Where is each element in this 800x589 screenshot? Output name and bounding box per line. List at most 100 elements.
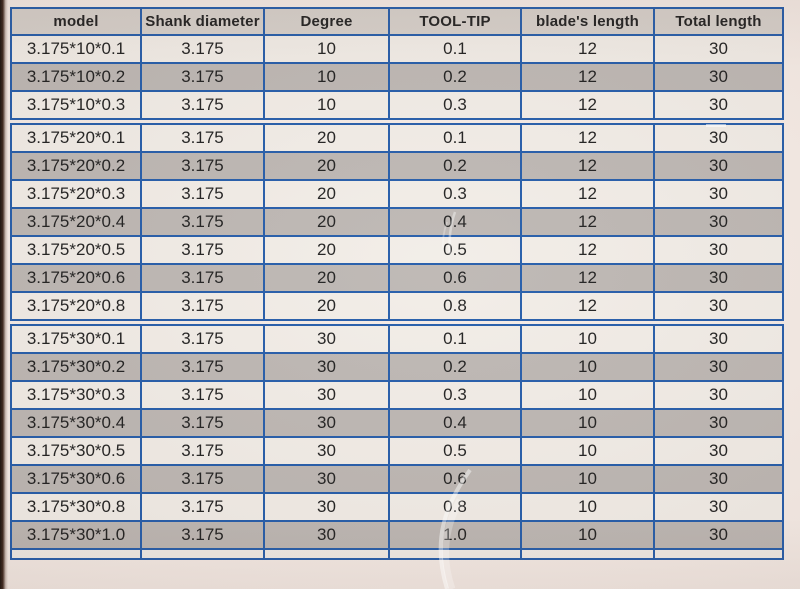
table-row: 3.175*20*0.3 3.175 20 0.3 12 30 [10, 179, 784, 209]
table-cell: 20 [263, 123, 390, 153]
table-cell: 3.175*30*0.6 [10, 464, 142, 494]
table-group-degree-30: 3.175*30*0.1 3.175 30 0.1 10 30 3.175*30*0.2 3.… [10, 324, 784, 560]
table-cell: 10 [520, 520, 655, 550]
table-cell: 30 [653, 34, 784, 64]
table-cell: 3.175 [140, 263, 265, 293]
table-cell: 3.175 [140, 34, 265, 64]
table-cell: 1.0 [388, 520, 522, 550]
table-cell: 3.175 [140, 291, 265, 321]
table-cell: 30 [263, 436, 390, 466]
table-cell: 10 [263, 34, 390, 64]
table-cell: 3.175 [140, 352, 265, 382]
table-cell: 0.4 [388, 207, 522, 237]
table-cell: 3.175*20*0.2 [10, 151, 142, 181]
table-cell: 30 [263, 464, 390, 494]
table-cell: 10 [520, 436, 655, 466]
table-cell: 3.175*10*0.3 [10, 90, 142, 120]
table-cell: 10 [520, 352, 655, 382]
table-cell: 0.6 [388, 464, 522, 494]
table-cell: 12 [520, 263, 655, 293]
table-cell: 12 [520, 179, 655, 209]
table-cell: 12 [520, 123, 655, 153]
table-row: 3.175*30*0.5 3.175 30 0.5 10 30 [10, 436, 784, 466]
table-cell [388, 548, 522, 560]
table-cell: 0.3 [388, 90, 522, 120]
table-cell: 10 [520, 464, 655, 494]
table-row: 3.175*30*0.6 3.175 30 0.6 10 30 [10, 464, 784, 494]
table-cell: 3.175 [140, 492, 265, 522]
table-cell: 30 [653, 90, 784, 120]
table-cell: 30 [653, 464, 784, 494]
table-body-degree-10: 3.175*10*0.1 3.175 10 0.1 12 30 3.175*10*0.2 3.… [10, 34, 784, 120]
table-cell: 0.8 [388, 291, 522, 321]
table-cell: 3.175 [140, 408, 265, 438]
table-cell: 3.175*20*0.1 [10, 123, 142, 153]
table-cell: 10 [520, 380, 655, 410]
table-cell: 0.1 [388, 123, 522, 153]
table-cell: 30 [653, 352, 784, 382]
table-cell: 3.175*10*0.1 [10, 34, 142, 64]
header-tool-tip: TOOL-TIP [388, 7, 522, 36]
table-cell: 3.175 [140, 520, 265, 550]
left-edge-shadow [0, 0, 8, 589]
table-cell: 0.2 [388, 151, 522, 181]
table-row: 3.175*30*0.1 3.175 30 0.1 10 30 [10, 324, 784, 354]
table-cell: 20 [263, 235, 390, 265]
table-cell: 12 [520, 151, 655, 181]
table-cell: 30 [653, 62, 784, 92]
table-cell: 0.1 [388, 34, 522, 64]
table-cell: 30 [653, 291, 784, 321]
table-cell: 3.175 [140, 436, 265, 466]
table-cell [653, 548, 784, 560]
table-cell: 3.175*20*0.8 [10, 291, 142, 321]
table-cell: 10 [520, 408, 655, 438]
table-cell: 3.175 [140, 151, 265, 181]
table-cell: 3.175*30*0.4 [10, 408, 142, 438]
table-cell: 20 [263, 151, 390, 181]
table-row: 3.175*30*0.2 3.175 30 0.2 10 30 [10, 352, 784, 382]
table-cell: 0.8 [388, 492, 522, 522]
table-cell: 3.175*30*0.3 [10, 380, 142, 410]
table-cell: 10 [520, 324, 655, 354]
table-cell: 0.5 [388, 436, 522, 466]
table-cell [263, 548, 390, 560]
header-blades-length: blade's length [520, 7, 655, 36]
table-cell: 3.175 [140, 324, 265, 354]
table-cell: 3.175 [140, 464, 265, 494]
table-body-degree-30: 3.175*30*0.1 3.175 30 0.1 10 30 3.175*30*0.2 3.… [10, 324, 784, 560]
header-total-length: Total length [653, 7, 784, 36]
table-cell: 20 [263, 207, 390, 237]
table-cell: 12 [520, 34, 655, 64]
table-cell: 3.175*30*0.8 [10, 492, 142, 522]
table-cell: 3.175 [140, 62, 265, 92]
table-cell: 30 [653, 207, 784, 237]
table-cell: 10 [520, 492, 655, 522]
table-cell: 3.175*30*0.1 [10, 324, 142, 354]
table-cell: 30 [263, 492, 390, 522]
table-row: 3.175*20*0.1 3.175 20 0.1 12 30 [10, 123, 784, 153]
spec-table-stack: model Shank diameter Degree TOOL-TIP bla… [10, 7, 784, 560]
table-row-partial [10, 548, 784, 560]
table-row: 3.175*20*0.2 3.175 20 0.2 12 30 [10, 151, 784, 181]
header-model: model [10, 7, 142, 36]
table-row: 3.175*10*0.2 3.175 10 0.2 12 30 [10, 62, 784, 92]
table-row: 3.175*10*0.1 3.175 10 0.1 12 30 [10, 34, 784, 64]
table-cell: 30 [263, 352, 390, 382]
table-cell: 3.175*20*0.4 [10, 207, 142, 237]
table-cell: 10 [263, 62, 390, 92]
table-row: 3.175*20*0.6 3.175 20 0.6 12 30 [10, 263, 784, 293]
table-cell: 30 [653, 324, 784, 354]
table-cell: 3.175*20*0.6 [10, 263, 142, 293]
table-cell: 30 [653, 151, 784, 181]
table-body-degree-20: 3.175*20*0.1 3.175 20 0.1 12 30 3.175*20*0.2 3.… [10, 123, 784, 321]
table-cell: 3.175 [140, 179, 265, 209]
table-cell: 12 [520, 207, 655, 237]
table-cell: 30 [653, 179, 784, 209]
table-cell: 12 [520, 90, 655, 120]
table-cell: 3.175 [140, 90, 265, 120]
table-row: 3.175*30*0.3 3.175 30 0.3 10 30 [10, 380, 784, 410]
table-header-row: model Shank diameter Degree TOOL-TIP bla… [10, 7, 784, 36]
table-cell: 3.175 [140, 235, 265, 265]
table-row: 3.175*30*0.4 3.175 30 0.4 10 30 [10, 408, 784, 438]
